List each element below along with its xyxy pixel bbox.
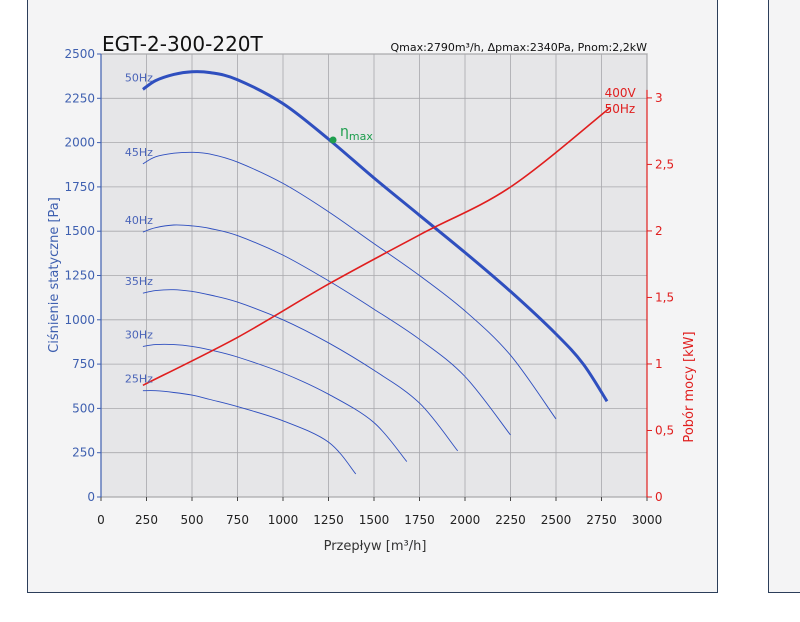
series-label-25hz: 25Hz — [125, 373, 153, 386]
x-tick-label: 1250 — [313, 513, 344, 527]
y-tick-label: 1250 — [64, 269, 95, 283]
y-tick-label: 750 — [72, 357, 95, 371]
x-tick-label: 1750 — [404, 513, 435, 527]
y2-tick-label: 3 — [655, 91, 663, 105]
power-label-0: 400V — [605, 86, 637, 100]
series-line-25hz — [142, 390, 357, 475]
eta-max-point — [329, 136, 337, 144]
y2-tick-label: 1,5 — [655, 290, 674, 304]
chart-subtitle: Qmax:2790m³/h, Δpmax:2340Pa, Pnom:2,2kW — [391, 41, 648, 54]
x-tick-label: 2000 — [450, 513, 481, 527]
y-tick-label: 1500 — [64, 224, 95, 238]
y-tick-label: 1750 — [64, 180, 95, 194]
y2-tick-label: 2,5 — [655, 157, 674, 171]
series-line-40hz — [142, 224, 511, 436]
power-label-1: 50Hz — [605, 102, 636, 116]
y-tick-label: 1000 — [64, 313, 95, 327]
x-axis-label: Przepływ [m³/h] — [324, 539, 427, 554]
y-tick-label: 250 — [72, 446, 95, 460]
y-tick-label: 0 — [87, 490, 95, 504]
series-group — [142, 70, 612, 475]
x-tick-label: 2750 — [586, 513, 617, 527]
series-label-50hz: 50Hz — [125, 71, 153, 84]
series-line-45hz — [142, 151, 557, 420]
series-label-30hz: 30Hz — [125, 328, 153, 341]
x-tick-label: 2500 — [541, 513, 572, 527]
y-tick-label: 500 — [72, 401, 95, 415]
x-tick-label: 500 — [181, 513, 204, 527]
series-label-40hz: 40Hz — [125, 214, 153, 227]
x-tick-label: 250 — [135, 513, 158, 527]
x-tick-label: 1500 — [359, 513, 390, 527]
series-line-30hz — [142, 343, 408, 462]
x-tick-label: 2250 — [495, 513, 526, 527]
series-line-50hz — [142, 70, 609, 403]
x-tick-label: 750 — [226, 513, 249, 527]
y2-tick-label: 1 — [655, 357, 663, 371]
y-tick-label: 2250 — [64, 91, 95, 105]
x-tick-label: 1000 — [268, 513, 299, 527]
x-tick-label: 3000 — [632, 513, 663, 527]
power-line — [142, 106, 612, 387]
x-tick-label: 0 — [97, 513, 105, 527]
adjacent-chart-card — [768, 0, 800, 593]
y2-tick-label: 2 — [655, 224, 663, 238]
series-label-35hz: 35Hz — [125, 275, 153, 288]
series-label-45hz: 45Hz — [125, 146, 153, 159]
y-tick-label: 2000 — [64, 136, 95, 150]
y-tick-label: 2500 — [64, 47, 95, 61]
y2-axis: 0 0,5 1 1,5 2 2,5 3 — [646, 89, 674, 504]
y2-tick-label: 0 — [655, 490, 663, 504]
y-axis: 0 250 500 750 1000 1250 1500 1750 2000 2250 2500 — [64, 47, 102, 504]
y2-axis-label: Pobór mocy [kW] — [682, 331, 697, 442]
series-line-35hz — [142, 289, 459, 452]
y2-tick-label: 0,5 — [655, 423, 674, 437]
x-axis: 0 250 500 750 1000 1250 1500 1750 2000 2250 2500 27… — [97, 497, 662, 527]
y-axis-label: Ciśnienie statyczne [Pa] — [47, 197, 62, 353]
chart-title: EGT-2-300-220T — [102, 32, 264, 56]
